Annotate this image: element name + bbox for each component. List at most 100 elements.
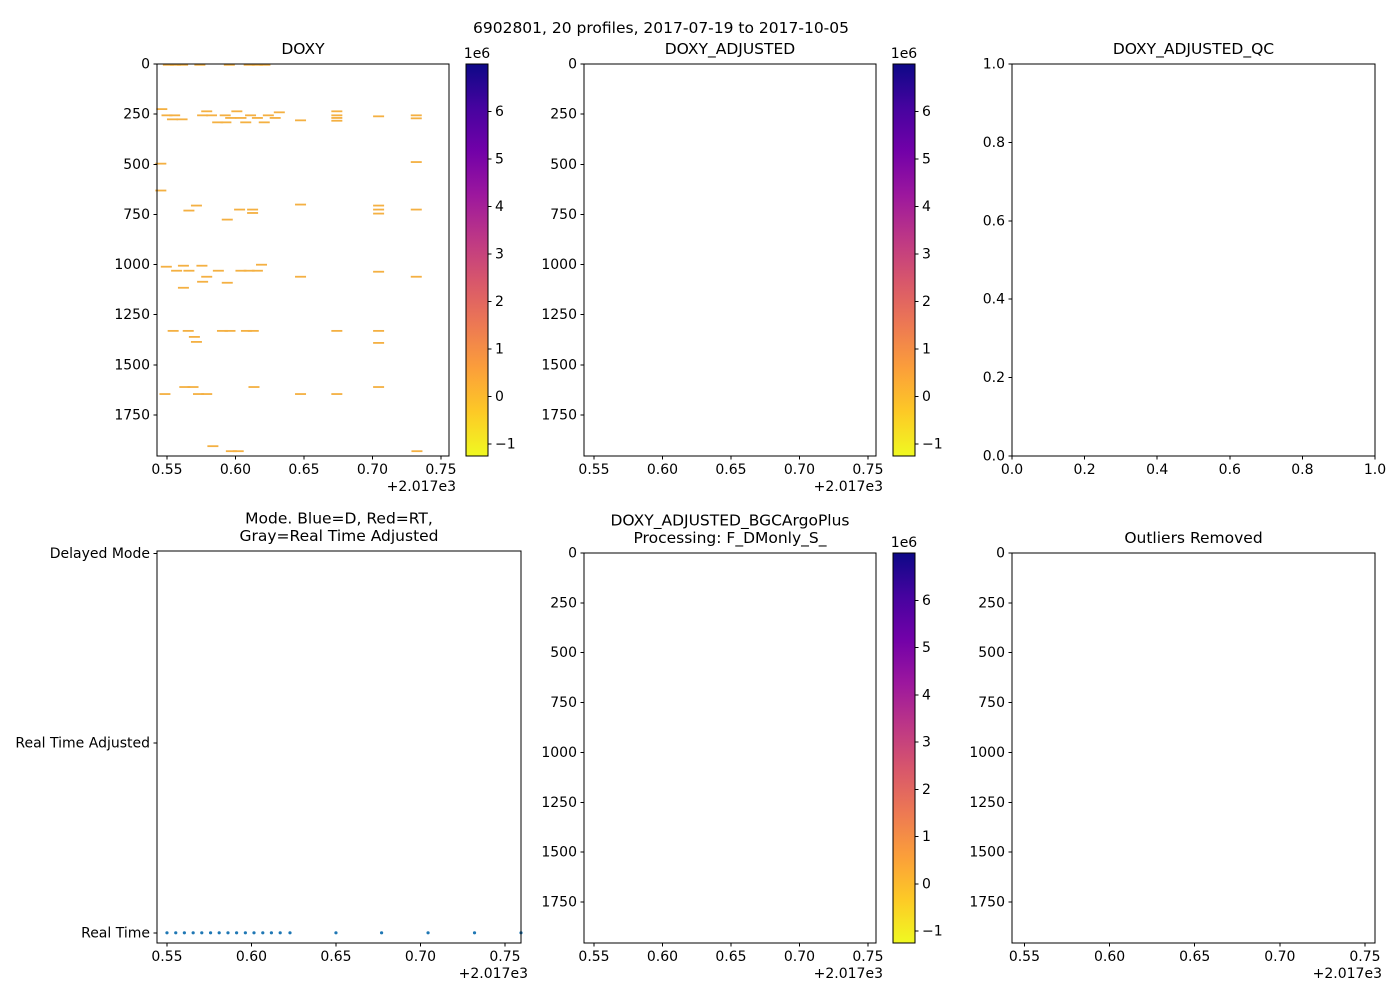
doxy_adjusted-subplot: DOXY_ADJUSTED 0.55 0.60 0.65 0.70 0.75+2.017e… bbox=[541, 40, 942, 495]
x-tick-label: 0.6 bbox=[1219, 462, 1241, 478]
dash-marker bbox=[231, 110, 243, 113]
dash-marker bbox=[410, 208, 422, 211]
colorbar-tick-label: 1 bbox=[922, 829, 931, 845]
dash-marker bbox=[410, 275, 422, 278]
dash-marker bbox=[197, 280, 209, 283]
dash-marker bbox=[206, 114, 218, 117]
dash-marker bbox=[273, 111, 285, 114]
dash-marker bbox=[216, 329, 228, 332]
y-tick-label: 1250 bbox=[541, 795, 577, 811]
dash-marker bbox=[166, 118, 178, 121]
dash-marker bbox=[295, 393, 307, 395]
dot-marker bbox=[278, 931, 282, 935]
y-tick-label: 500 bbox=[550, 157, 577, 173]
dot-marker bbox=[261, 931, 265, 935]
dash-marker bbox=[155, 189, 167, 192]
x-tick-label: 0.65 bbox=[320, 949, 351, 965]
dash-marker bbox=[258, 121, 270, 124]
dash-marker bbox=[295, 203, 307, 206]
colorbar-tick-label: 2 bbox=[922, 294, 931, 310]
colorbar-offset-label: 1e6 bbox=[891, 46, 918, 62]
qc-subplot: DOXY_ADJUSTED_QC 0.0 0.2 0.4 0.6 0.8 1.0 1.0 0.8… bbox=[983, 40, 1386, 478]
y-tick-label: 1250 bbox=[114, 307, 150, 323]
y-tick-label: 250 bbox=[550, 595, 577, 611]
dash-marker bbox=[331, 119, 343, 122]
colorbar-tick-label: 3 bbox=[922, 735, 931, 751]
dot-marker bbox=[334, 931, 338, 935]
colorbar-tick-label: 6 bbox=[922, 104, 931, 120]
y-tick-label: 500 bbox=[550, 645, 577, 661]
dash-marker bbox=[240, 329, 252, 332]
dash-marker bbox=[179, 386, 191, 388]
x-tick-label: 0.70 bbox=[784, 462, 815, 478]
y-tick-label: 1250 bbox=[969, 795, 1005, 811]
dash-marker bbox=[240, 121, 252, 124]
dash-marker bbox=[223, 63, 235, 66]
x-tick-label: 0.75 bbox=[852, 462, 883, 478]
dash-marker bbox=[373, 212, 385, 215]
x-tick-label: 0.55 bbox=[1009, 949, 1040, 965]
x-tick-label: 0.55 bbox=[151, 949, 182, 965]
dash-marker bbox=[373, 329, 385, 332]
bgc-title: DOXY_ADJUSTED_BGCArgoPlus bbox=[611, 512, 850, 531]
dash-marker bbox=[411, 450, 423, 453]
dot-marker bbox=[379, 931, 384, 935]
qc-axes bbox=[1011, 63, 1376, 457]
dash-marker bbox=[245, 114, 257, 117]
y-tick-label: 0.2 bbox=[983, 370, 1005, 386]
dash-marker bbox=[169, 114, 181, 117]
doxy_adjusted-colorbar: 1e6 6 5 4 3 2 1 0 −1 bbox=[891, 46, 943, 457]
x-tick-label: 0.75 bbox=[852, 949, 883, 965]
colorbar-tick-label: 5 bbox=[495, 152, 504, 168]
y-tick-label: 0 bbox=[996, 546, 1005, 562]
colorbar-tick-label: 1 bbox=[495, 342, 504, 358]
colorbar-tick-label: 0 bbox=[922, 876, 931, 892]
dash-marker bbox=[183, 209, 195, 212]
doxy-colorbar: 1e6 6 5 4 3 2 1 0 −1 bbox=[464, 46, 516, 457]
dot-marker bbox=[269, 931, 274, 935]
x-tick-label: 0.70 bbox=[784, 949, 815, 965]
dash-marker bbox=[161, 114, 173, 117]
dash-marker bbox=[251, 117, 263, 119]
dot-marker bbox=[288, 931, 292, 935]
dash-marker bbox=[410, 114, 422, 117]
dash-marker bbox=[234, 208, 246, 211]
dash-marker bbox=[295, 119, 307, 122]
dash-marker bbox=[220, 121, 232, 124]
y-tick-label: 1000 bbox=[969, 745, 1005, 761]
x-tick-label: 0.65 bbox=[1179, 949, 1210, 965]
x-tick-label: 0.60 bbox=[647, 949, 678, 965]
x-tick-label: 0.65 bbox=[715, 462, 746, 478]
colorbar-tick-label: 5 bbox=[922, 640, 931, 656]
x-tick-label: 0.70 bbox=[357, 462, 388, 478]
x-tick-label: 0.65 bbox=[288, 462, 319, 478]
x-tick-label: 1.0 bbox=[1364, 462, 1386, 478]
mode-title: Gray=Real Time Adjusted bbox=[239, 527, 438, 545]
y-tick-label: 1.0 bbox=[983, 57, 1005, 73]
dash-marker bbox=[194, 63, 206, 66]
outliers-axes bbox=[1011, 552, 1376, 944]
colorbar-bar bbox=[465, 63, 489, 457]
dash-marker bbox=[243, 269, 255, 272]
x-tick-label: 0.60 bbox=[220, 462, 251, 478]
x-tick-label: 0.0 bbox=[1001, 462, 1023, 478]
dash-marker bbox=[410, 117, 422, 120]
y-tick-label: 0 bbox=[568, 57, 577, 73]
colorbar-tick-label: −1 bbox=[495, 437, 516, 453]
y-tick-label: 250 bbox=[550, 107, 577, 123]
dash-marker bbox=[169, 63, 181, 66]
y-tick-label: 1500 bbox=[541, 357, 577, 373]
dash-marker bbox=[177, 264, 189, 267]
colorbar-tick-label: 5 bbox=[922, 152, 931, 168]
dash-marker bbox=[295, 275, 307, 278]
x-tick-label: 0.55 bbox=[151, 462, 182, 478]
y-tick-label: 1250 bbox=[541, 307, 577, 323]
dash-marker bbox=[256, 263, 268, 266]
dash-marker bbox=[373, 386, 385, 388]
x-axis-offset-label: +2.017e3 bbox=[387, 479, 456, 495]
dash-marker bbox=[167, 329, 179, 332]
y-tick-label: 0.6 bbox=[983, 213, 1005, 229]
dot-marker bbox=[165, 931, 169, 935]
